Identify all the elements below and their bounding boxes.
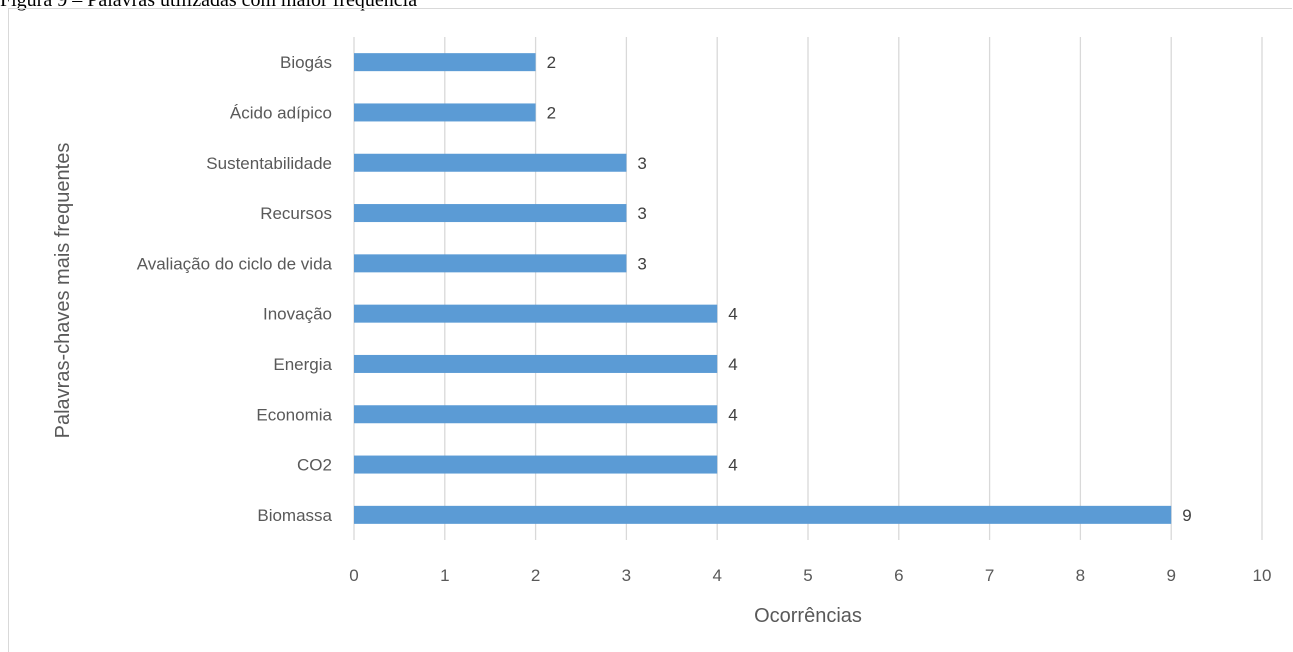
x-tick-label: 5 — [803, 566, 812, 585]
data-label: 4 — [728, 456, 737, 475]
bar — [354, 405, 718, 424]
x-tick-label: 9 — [1166, 566, 1175, 585]
x-tick-label: 7 — [985, 566, 994, 585]
bar — [354, 505, 1172, 524]
data-label: 2 — [547, 53, 556, 72]
category-label: Biomassa — [257, 506, 332, 525]
bars — [354, 53, 1172, 524]
data-label: 4 — [728, 405, 737, 424]
data-label: 3 — [637, 204, 646, 223]
bar — [354, 254, 627, 273]
x-tick-label: 10 — [1253, 566, 1272, 585]
x-axis-title: Ocorrências — [754, 605, 862, 627]
category-label: Recursos — [260, 204, 332, 223]
figure-caption: Figura 9 – Palavras utilizadas com maior… — [0, 0, 418, 11]
x-tick-label: 2 — [531, 566, 540, 585]
category-label: Energia — [273, 355, 332, 374]
bar — [354, 304, 718, 323]
category-label: Ácido adípico — [230, 103, 332, 122]
x-tick-label: 8 — [1076, 566, 1085, 585]
x-tick-label: 1 — [440, 566, 449, 585]
category-label: CO2 — [297, 456, 332, 475]
category-labels: Biomassa CO2 Economia Energia Inovação Avalia… — [137, 53, 333, 525]
category-label: Biogás — [280, 53, 332, 72]
data-label: 4 — [728, 355, 737, 374]
bar — [354, 455, 718, 474]
data-label: 2 — [547, 103, 556, 122]
bar — [354, 354, 718, 373]
y-axis-title: Palavras-chaves mais frequentes — [52, 143, 74, 439]
data-label: 3 — [637, 254, 646, 273]
data-labels: 9 4 4 4 4 3 3 3 2 2 — [547, 53, 1192, 525]
bar — [354, 153, 627, 172]
data-label: 9 — [1182, 506, 1191, 525]
category-label: Economia — [256, 405, 332, 424]
data-label: 4 — [728, 305, 737, 324]
x-tick-labels: 0 1 2 3 4 5 6 7 8 9 10 — [349, 566, 1271, 585]
bar — [354, 204, 627, 223]
category-label: Inovação — [263, 305, 332, 324]
x-tick-label: 3 — [622, 566, 631, 585]
chart-frame — [8, 8, 1292, 652]
category-label: Sustentabilidade — [206, 154, 332, 173]
x-tick-label: 6 — [894, 566, 903, 585]
bar — [354, 53, 536, 72]
category-label: Avaliação do ciclo de vida — [137, 254, 333, 273]
x-tick-label: 0 — [349, 566, 358, 585]
bar — [354, 103, 536, 122]
data-label: 3 — [637, 154, 646, 173]
x-tick-label: 4 — [712, 566, 721, 585]
